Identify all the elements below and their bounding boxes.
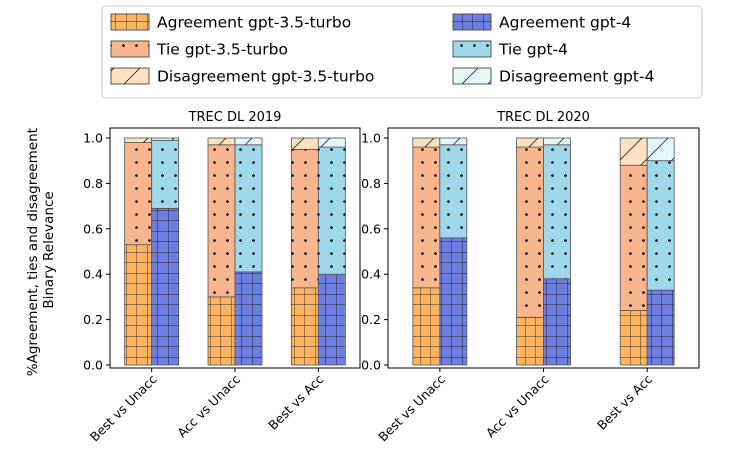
- y-tick-label: 0.4: [83, 267, 103, 282]
- y-tick-label: 0.2: [83, 312, 103, 327]
- y-axis-label-line-2: Binary Relevance: [41, 191, 57, 308]
- legend-agreement-gpt-3-5-turbo: Agreement gpt-3.5-turbo: [110, 13, 351, 32]
- x-tick-label-best-vs-acc: Best vs Acc: [594, 371, 655, 432]
- legend-tie-gpt-3-5-turbo-label: Tie gpt-3.5-turbo: [156, 41, 288, 59]
- y-tick-label: 1.0: [361, 131, 381, 146]
- y-tick-label: 0.2: [361, 312, 381, 327]
- bar-trec-dl-2019-best-vs-unacc-gpt-3-5-turbo-disagreement-hatch: [124, 138, 152, 143]
- bar-trec-dl-2019-best-vs-acc-gpt-3-5-turbo-disagreement-hatch: [291, 138, 319, 150]
- legend-tie-gpt-4-swatch-hatch: [453, 41, 491, 57]
- panel-trec-dl-2019: TREC DL 2019 0.0 0.2 0.4 0.6 0.8 1.0 Best vs Un…: [83, 110, 361, 444]
- bar-trec-dl-2020-acc-vs-unacc-gpt-3-5-turbo-agreement-hatch: [516, 317, 544, 365]
- bar-trec-dl-2019-acc-vs-unacc-gpt-4-agreement-hatch: [235, 271, 262, 365]
- legend-agreement-gpt-3-5-turbo-label: Agreement gpt-3.5-turbo: [157, 14, 351, 32]
- bar-trec-dl-2020-best-vs-acc-gpt-4-agreement-hatch: [647, 290, 675, 365]
- bar-trec-dl-2019-best-vs-unacc-gpt-4-tie-hatch: [151, 140, 179, 209]
- bar-trec-dl-2019-best-vs-acc-gpt-3-5-turbo-agreement-hatch: [291, 287, 319, 365]
- bar-trec-dl-2020-best-vs-unacc-gpt-3-5-turbo-tie-hatch: [412, 147, 440, 288]
- bar-trec-dl-2019-acc-vs-unacc-gpt-3-5-turbo-agreement-hatch: [208, 296, 235, 365]
- bar-trec-dl-2019-best-vs-unacc-gpt-3-5-turbo-agreement-hatch: [124, 244, 152, 365]
- legend-disagreement-gpt-4-label: Disagreement gpt-4: [499, 68, 654, 86]
- bar-trec-dl-2020-acc-vs-unacc-gpt-4-disagreement-hatch: [543, 138, 571, 145]
- legend-disagreement-gpt-3-5-turbo: Disagreement gpt-3.5-turbo: [110, 67, 374, 86]
- legend-disagreement-gpt-3-5-turbo-swatch-hatch: [111, 68, 149, 84]
- y-axis-label-line-1: %Agreement, ties and disagreement: [25, 128, 41, 376]
- bar-trec-dl-2020-best-vs-acc-gpt-3-5-turbo-agreement-hatch: [620, 310, 648, 365]
- panel-title-trec-dl-2020: TREC DL 2020: [496, 110, 590, 125]
- legend-disagreement-gpt-3-5-turbo-label: Disagreement gpt-3.5-turbo: [157, 68, 374, 86]
- bar-trec-dl-2020-best-vs-unacc-gpt-3-5-turbo-agreement-hatch: [412, 287, 440, 365]
- bar-trec-dl-2019-best-vs-unacc-gpt-4-agreement-hatch: [151, 208, 179, 365]
- bar-trec-dl-2019-best-vs-unacc-gpt-4-disagreement-hatch: [151, 138, 179, 141]
- bar-trec-dl-2020-acc-vs-unacc-gpt-3-5-turbo-tie-hatch: [516, 147, 544, 318]
- x-tick-label-best-vs-acc: Best vs Acc: [265, 371, 326, 432]
- bar-trec-dl-2019-acc-vs-unacc-gpt-4-tie-hatch: [235, 144, 262, 272]
- y-tick-label: 0.6: [83, 221, 103, 236]
- bar-trec-dl-2020-acc-vs-unacc-gpt-3-5-turbo-disagreement-hatch: [516, 138, 544, 148]
- bar-trec-dl-2019-best-vs-unacc-gpt-3-5-turbo-tie-hatch: [124, 142, 152, 245]
- x-tick-label-best-vs-unacc: Best vs Unacc: [375, 371, 448, 444]
- bar-trec-dl-2019-best-vs-acc-gpt-4-agreement-hatch: [318, 274, 346, 365]
- y-tick-label: 0.8: [361, 176, 381, 191]
- y-tick-label: 0.0: [361, 358, 381, 373]
- y-tick-label: 1.0: [83, 131, 103, 146]
- x-tick-label-acc-vs-unacc: Acc vs Unacc: [483, 371, 552, 440]
- legend-tie-gpt-3-5-turbo: Tie gpt-3.5-turbo: [110, 40, 288, 59]
- bar-trec-dl-2020-best-vs-acc-gpt-4-disagreement-hatch: [647, 138, 675, 161]
- bar-trec-dl-2019-best-vs-acc-gpt-4-tie-hatch: [318, 147, 346, 275]
- panel-trec-dl-2020: TREC DL 2020 0.0 0.2 0.4 0.6 0.8 1.0 Best vs Un…: [361, 110, 700, 444]
- bar-trec-dl-2020-best-vs-acc-gpt-3-5-turbo-tie-hatch: [620, 165, 648, 311]
- legend: Agreement gpt-3.5-turbo Agreement gpt-4 Ti…: [101, 5, 703, 99]
- bar-trec-dl-2020-best-vs-unacc-gpt-4-agreement-hatch: [439, 237, 467, 365]
- legend-tie-gpt-4: Tie gpt-4: [452, 40, 568, 59]
- legend-tie-gpt-4-label: Tie gpt-4: [498, 41, 568, 59]
- legend-tie-gpt-3-5-turbo-swatch-hatch: [111, 41, 149, 57]
- legend-agreement-gpt-4-swatch-hatch: [453, 14, 491, 30]
- bar-trec-dl-2020-best-vs-acc-gpt-4-tie-hatch: [647, 160, 675, 291]
- bar-trec-dl-2019-acc-vs-unacc-gpt-4-disagreement-hatch: [235, 138, 262, 145]
- y-tick-label: 0.6: [361, 221, 381, 236]
- y-tick-label: 0.8: [83, 176, 103, 191]
- legend-frame: [101, 5, 703, 99]
- y-tick-label: 0.0: [83, 358, 103, 373]
- panel-title-trec-dl-2019: TREC DL 2019: [188, 110, 282, 125]
- bar-trec-dl-2019-acc-vs-unacc-gpt-3-5-turbo-tie-hatch: [208, 144, 235, 297]
- bar-trec-dl-2019-acc-vs-unacc-gpt-3-5-turbo-disagreement-hatch: [208, 138, 235, 145]
- y-tick-label: 0.4: [361, 267, 381, 282]
- bar-trec-dl-2020-acc-vs-unacc-gpt-4-agreement-hatch: [543, 278, 571, 365]
- bar-trec-dl-2020-best-vs-unacc-gpt-3-5-turbo-disagreement-hatch: [412, 138, 440, 148]
- legend-disagreement-gpt-4-swatch-hatch: [453, 68, 491, 84]
- bar-trec-dl-2020-best-vs-unacc-gpt-4-disagreement-hatch: [439, 138, 467, 145]
- legend-agreement-gpt-3-5-turbo-swatch-hatch: [111, 14, 149, 30]
- y-axis-label: %Agreement, ties and disagreement Binary…: [25, 124, 57, 376]
- bar-trec-dl-2019-best-vs-acc-gpt-4-disagreement-hatch: [318, 138, 346, 148]
- x-tick-label-acc-vs-unacc: Acc vs Unacc: [174, 371, 243, 440]
- legend-agreement-gpt-4: Agreement gpt-4: [452, 13, 631, 32]
- bar-trec-dl-2020-acc-vs-unacc-gpt-4-tie-hatch: [543, 144, 571, 279]
- bar-trec-dl-2020-best-vs-unacc-gpt-4-tie-hatch: [439, 144, 467, 238]
- bar-trec-dl-2020-best-vs-acc-gpt-3-5-turbo-disagreement-hatch: [620, 138, 648, 166]
- chart-panels: TREC DL 2019 0.0 0.2 0.4 0.6 0.8 1.0 Best vs Un…: [83, 110, 700, 444]
- x-tick-label-best-vs-unacc: Best vs Unacc: [87, 371, 160, 444]
- bar-trec-dl-2019-best-vs-acc-gpt-3-5-turbo-tie-hatch: [291, 149, 319, 288]
- legend-agreement-gpt-4-label: Agreement gpt-4: [499, 14, 631, 32]
- legend-disagreement-gpt-4: Disagreement gpt-4: [452, 67, 654, 86]
